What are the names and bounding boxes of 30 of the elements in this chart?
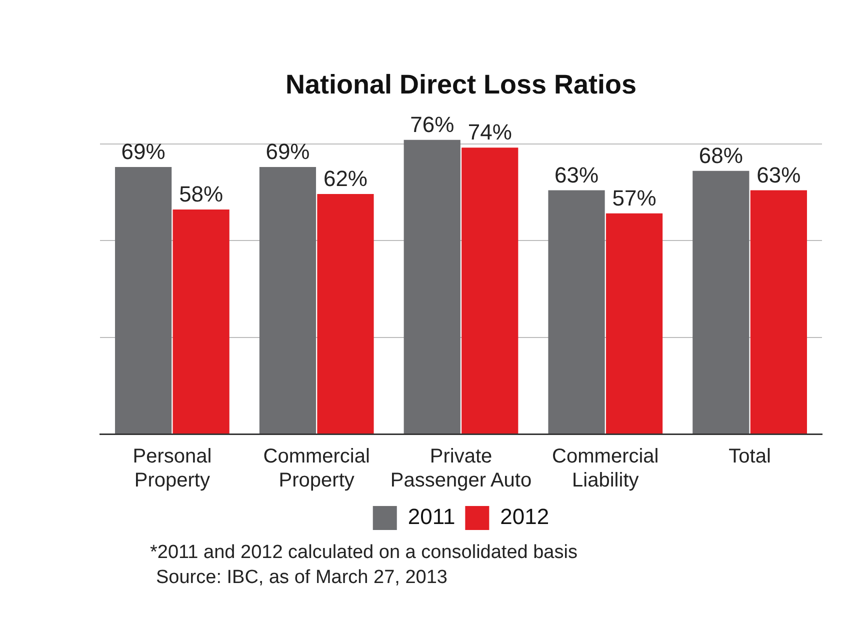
bar xyxy=(172,210,230,434)
text: *2011 and 2012 calculated on a consolidated basis xyxy=(150,541,578,565)
data-label: 69% xyxy=(266,139,310,164)
bar xyxy=(462,148,518,434)
bar xyxy=(317,194,374,434)
data-label: 76% xyxy=(410,112,454,137)
bar xyxy=(259,166,316,434)
data-label: 57% xyxy=(612,185,656,210)
bar xyxy=(115,166,172,434)
legend-label: 2012 xyxy=(500,504,550,530)
data-label: 58% xyxy=(179,182,224,207)
x-tick-label: Commercial Property xyxy=(263,446,370,492)
x-tick-label: Personal Property xyxy=(132,446,212,492)
bar xyxy=(750,190,807,434)
data-label: 69% xyxy=(121,139,166,164)
bar xyxy=(404,140,460,434)
data-label: 74% xyxy=(468,120,512,145)
bar xyxy=(606,213,663,434)
legend-label: 2011 xyxy=(408,504,456,530)
source-note: Source: IBC, as of March 27, 2013 xyxy=(155,566,448,590)
x-tick-label: Commercial Liability xyxy=(552,446,659,492)
chart-title: National Direct Loss Ratios xyxy=(285,70,637,100)
bar xyxy=(692,170,750,434)
x-tick-label: Total xyxy=(728,446,771,468)
data-label: 63% xyxy=(554,162,599,188)
x-tick-label: Private Passenger Auto xyxy=(390,446,532,492)
data-label: 63% xyxy=(756,162,801,188)
data-label: 62% xyxy=(323,166,368,192)
data-label: 68% xyxy=(698,142,743,168)
bar xyxy=(548,190,605,434)
